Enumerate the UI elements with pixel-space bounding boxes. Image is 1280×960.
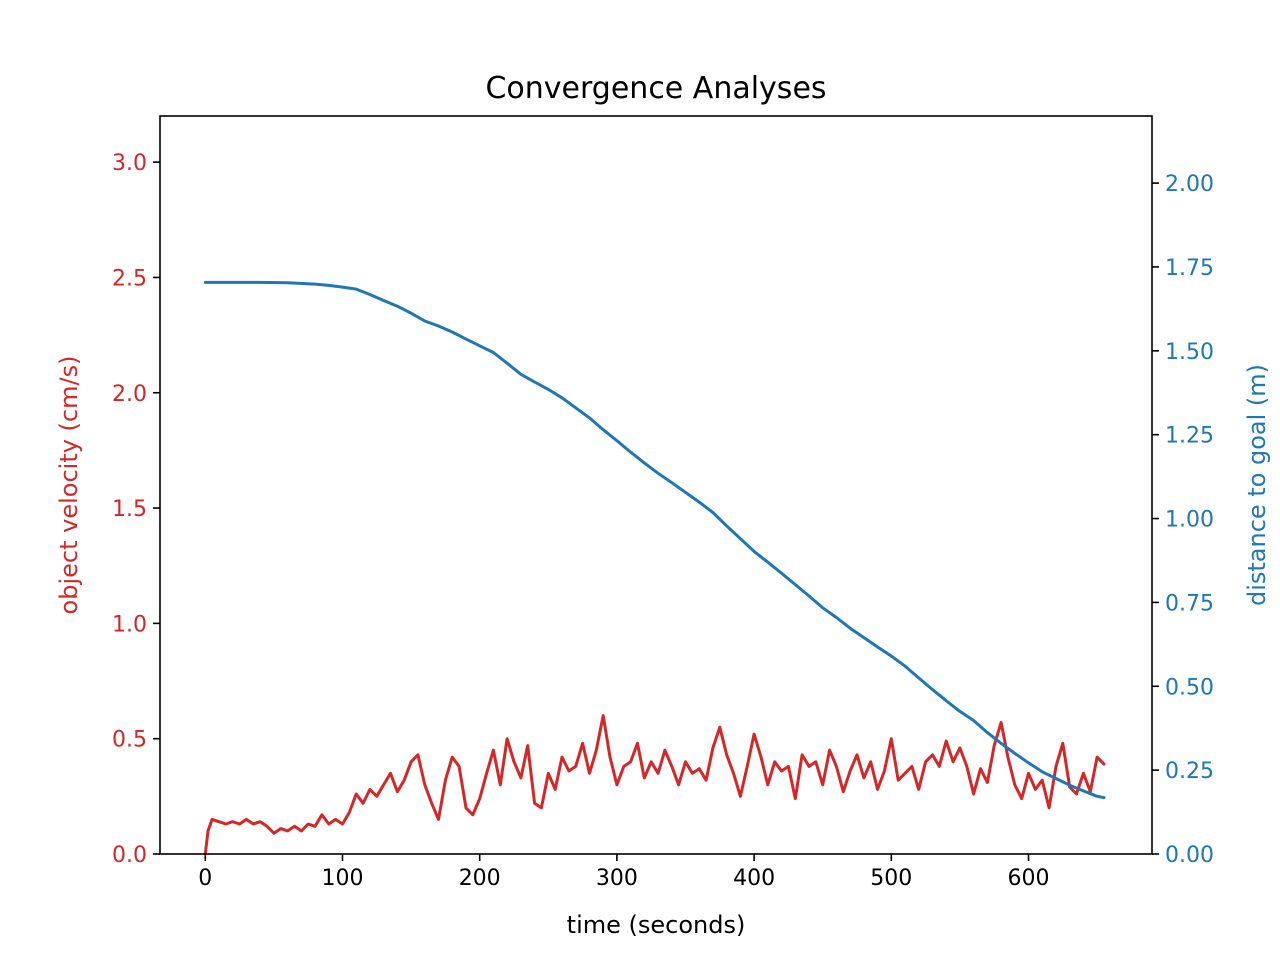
right-y-tick-label: 1.50	[1165, 340, 1214, 365]
x-tick-label: 200	[459, 866, 501, 891]
right-y-tick-label: 2.00	[1165, 172, 1214, 197]
chart-title: Convergence Analyses	[485, 71, 826, 106]
x-tick-label: 100	[321, 866, 363, 891]
plot-frame	[159, 115, 1153, 855]
distance-series-line	[203, 280, 1106, 800]
left-y-axis-label: object velocity (cm/s)	[55, 356, 83, 615]
right-y-tick-label: 1.00	[1165, 508, 1214, 533]
right-y-tick-label: 0.25	[1165, 759, 1214, 784]
left-y-tick-label: 1.5	[112, 497, 147, 522]
x-tick-label: 500	[870, 866, 912, 891]
right-y-tick-label: 0.75	[1165, 591, 1214, 616]
plot-series	[203, 280, 1106, 856]
right-y-tick-label: 0.00	[1165, 843, 1214, 868]
x-tick-label: 0	[198, 866, 212, 891]
x-axis-ticks: 0 100 200 300 400 500 600	[198, 854, 1050, 891]
left-y-tick-label: 0.0	[112, 843, 147, 868]
x-axis-label: time (seconds)	[567, 911, 746, 939]
right-y-tick-label: 0.50	[1165, 675, 1214, 700]
left-y-tick-label: 0.5	[112, 728, 147, 753]
x-tick-label: 400	[733, 866, 775, 891]
right-y-axis-ticks: 0.00 0.25 0.50 0.75 1.00 1.25 1.50 1.75 2.00	[1152, 172, 1214, 868]
left-y-tick-label: 2.5	[112, 266, 147, 291]
left-y-axis-ticks: 0.0 0.5 1.0 1.5 2.0 2.5 3.0	[112, 151, 160, 868]
right-y-tick-label: 1.25	[1165, 424, 1214, 449]
velocity-series-line	[203, 714, 1106, 856]
left-y-tick-label: 2.0	[112, 382, 147, 407]
left-y-tick-label: 1.0	[112, 612, 147, 637]
right-y-axis-label: distance to goal (m)	[1243, 364, 1271, 606]
left-y-tick-label: 3.0	[112, 151, 147, 176]
x-tick-label: 600	[1008, 866, 1050, 891]
right-y-tick-label: 1.75	[1165, 256, 1214, 281]
x-tick-label: 300	[596, 866, 638, 891]
